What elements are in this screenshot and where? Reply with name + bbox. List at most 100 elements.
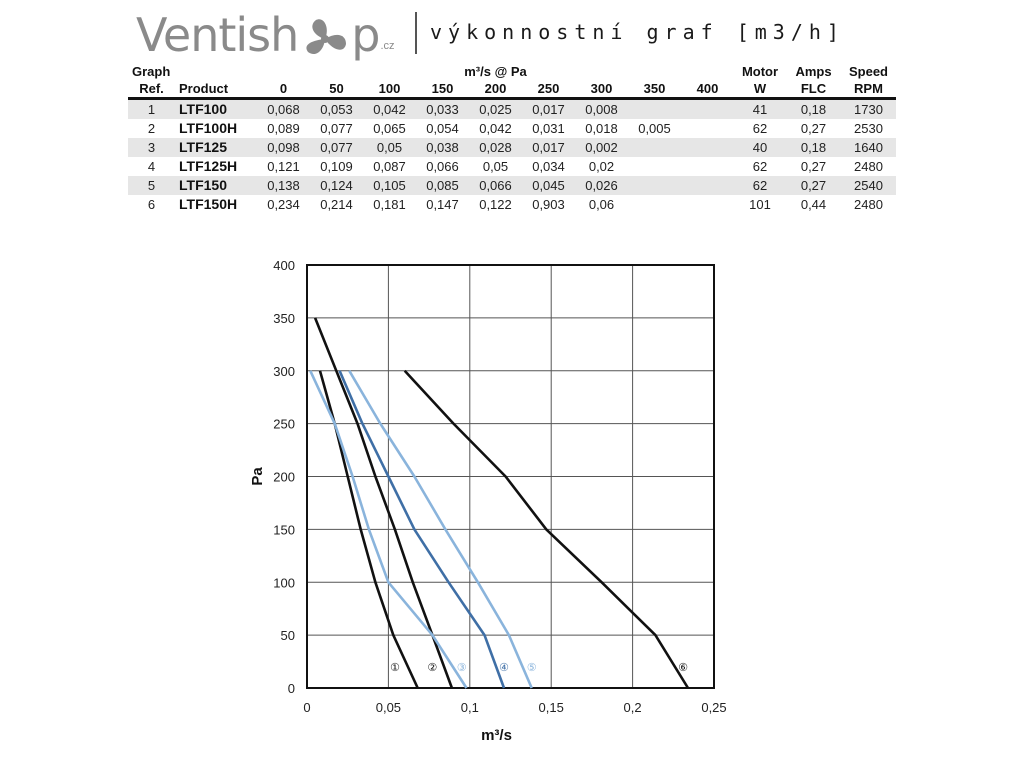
x-tick-label: 0,2 xyxy=(624,700,642,715)
table-row: 2 LTF100H 0,089 0,077 0,065 0,054 0,042 0,031 0,… xyxy=(128,119,896,138)
cell-flow: 0,085 xyxy=(416,176,469,195)
col-flow-header: m³/s @ Pa xyxy=(464,64,527,79)
cell-flow: 0,005 xyxy=(638,121,671,136)
cell-flow xyxy=(681,195,734,214)
table-header-row-1: Graph m³/s @ Pa Motor Amps Speed xyxy=(128,63,896,80)
cell-flow: 0,02 xyxy=(588,159,615,174)
col-motor-header: Motor xyxy=(741,64,779,79)
header-divider xyxy=(415,12,417,54)
cell-motor: 40 xyxy=(734,138,786,157)
table-row: 1 LTF100 0,068 0,053 0,042 0,033 0,025 0,017 0,0… xyxy=(128,98,896,119)
cell-rpm: 2540 xyxy=(841,176,896,195)
col-graph-header: Graph xyxy=(132,64,171,79)
cell-amps: 0,27 xyxy=(786,176,841,195)
cell-flow: 0,038 xyxy=(416,138,469,157)
cell-ref: 5 xyxy=(128,176,175,195)
cell-flow: 0,06 xyxy=(588,197,615,212)
cell-rpm: 1730 xyxy=(841,98,896,119)
ventishop-logo[interactable]: Ventish p .cz xyxy=(136,6,395,60)
col-speed-header: Speed xyxy=(848,64,888,79)
col-pressure-50: 50 xyxy=(310,80,363,100)
cell-product: LTF125 xyxy=(175,138,257,157)
series-marker-1: ① xyxy=(390,661,400,674)
x-tick-label: 0,05 xyxy=(376,700,401,715)
cell-amps: 0,18 xyxy=(786,98,841,119)
cell-ref: 2 xyxy=(147,121,156,136)
cell-flow: 0,042 xyxy=(363,98,416,119)
cell-flow: 0,031 xyxy=(532,121,565,136)
table-row: 6 LTF150H 0,234 0,214 0,181 0,147 0,122 0,903 0,… xyxy=(128,195,896,214)
cell-flow: 0,026 xyxy=(575,176,628,195)
cell-flow: 0,068 xyxy=(257,98,310,119)
cell-flow: 0,018 xyxy=(585,121,618,136)
performance-chart: 0 0,05 0,1 0,15 0,2 0,25 0 50 100 150 200 250 300 350… xyxy=(240,250,740,750)
col-product-header: Product xyxy=(175,80,257,100)
series-marker-5: ⑤ xyxy=(527,661,537,674)
y-tick-label: 400 xyxy=(273,258,295,273)
y-tick-label: 200 xyxy=(273,470,295,485)
cell-flow: 0,109 xyxy=(320,159,353,174)
cell-flow: 0,034 xyxy=(532,159,565,174)
series-line-3 xyxy=(309,370,468,689)
cell-motor: 41 xyxy=(734,98,786,119)
cell-flow: 0,028 xyxy=(469,138,522,157)
cell-ref: 3 xyxy=(128,138,175,157)
cell-flow: 0,077 xyxy=(310,138,363,157)
series-line-5 xyxy=(348,370,533,689)
cell-flow: 0,077 xyxy=(320,121,353,136)
cell-flow: 0,065 xyxy=(373,121,406,136)
y-axis-label: Pa xyxy=(249,467,266,486)
cell-amps: 0,27 xyxy=(800,121,827,136)
series-line-6 xyxy=(403,369,690,689)
cell-amps: 0,44 xyxy=(800,197,827,212)
x-tick-label: 0 xyxy=(303,700,310,715)
plot-frame xyxy=(306,264,715,689)
page-title: výkonnostní graf [m3/h] xyxy=(430,20,845,44)
y-tick-label: 350 xyxy=(273,311,295,326)
series-marker-3: ③ xyxy=(457,661,467,674)
series-marker-2: ② xyxy=(427,661,437,674)
table-body: 1 LTF100 0,068 0,053 0,042 0,033 0,025 0,017 0,0… xyxy=(128,98,896,215)
cell-flow: 0,121 xyxy=(267,159,300,174)
logo-domain-suffix: .cz xyxy=(380,40,395,52)
cell-rpm: 1640 xyxy=(841,138,896,157)
cell-flow: 0,066 xyxy=(426,159,459,174)
col-pressure-300: 300 xyxy=(575,80,628,100)
fan-icon xyxy=(306,19,347,55)
col-pressure-150: 150 xyxy=(416,80,469,100)
cell-flow: 0,042 xyxy=(479,121,512,136)
cell-flow: 0,008 xyxy=(575,98,628,119)
cell-flow: 0,002 xyxy=(575,138,628,157)
col-ref-header: Ref. xyxy=(128,80,175,100)
cell-amps: 0,27 xyxy=(800,159,827,174)
x-tick-label: 0,15 xyxy=(539,700,564,715)
cell-flow: 0,234 xyxy=(267,197,300,212)
cell-flow xyxy=(681,157,734,176)
y-tick-label: 0 xyxy=(288,681,295,696)
cell-flow: 0,033 xyxy=(416,98,469,119)
series-marker-6: ⑥ xyxy=(678,661,688,674)
x-tick-label: 0,1 xyxy=(461,700,479,715)
cell-flow xyxy=(681,98,734,119)
cell-flow: 0,105 xyxy=(363,176,416,195)
cell-motor: 62 xyxy=(752,159,768,174)
cell-amps: 0,18 xyxy=(786,138,841,157)
cell-flow xyxy=(681,138,734,157)
col-motor-unit: W xyxy=(734,80,786,100)
col-pressure-400: 400 xyxy=(681,80,734,100)
table-header-row-2: Ref. Product 0 50 100 150 200 250 300 350 400 W FL… xyxy=(128,80,896,100)
cell-product: LTF100 xyxy=(175,98,257,119)
col-amps-header: Amps xyxy=(795,64,832,79)
cell-flow: 0,903 xyxy=(532,197,565,212)
cell-flow xyxy=(628,195,681,214)
cell-flow: 0,05 xyxy=(363,138,416,157)
cell-flow xyxy=(628,157,681,176)
table-row: 5 LTF150 0,138 0,124 0,105 0,085 0,066 0,045 0,0… xyxy=(128,176,896,195)
logo-wordmark: Ventish xyxy=(136,8,299,62)
y-tick-label: 300 xyxy=(273,364,295,379)
cell-flow: 0,098 xyxy=(257,138,310,157)
y-tick-label: 50 xyxy=(281,628,295,643)
cell-rpm: 2480 xyxy=(854,159,883,174)
cell-rpm: 2480 xyxy=(854,197,883,212)
cell-flow: 0,066 xyxy=(469,176,522,195)
